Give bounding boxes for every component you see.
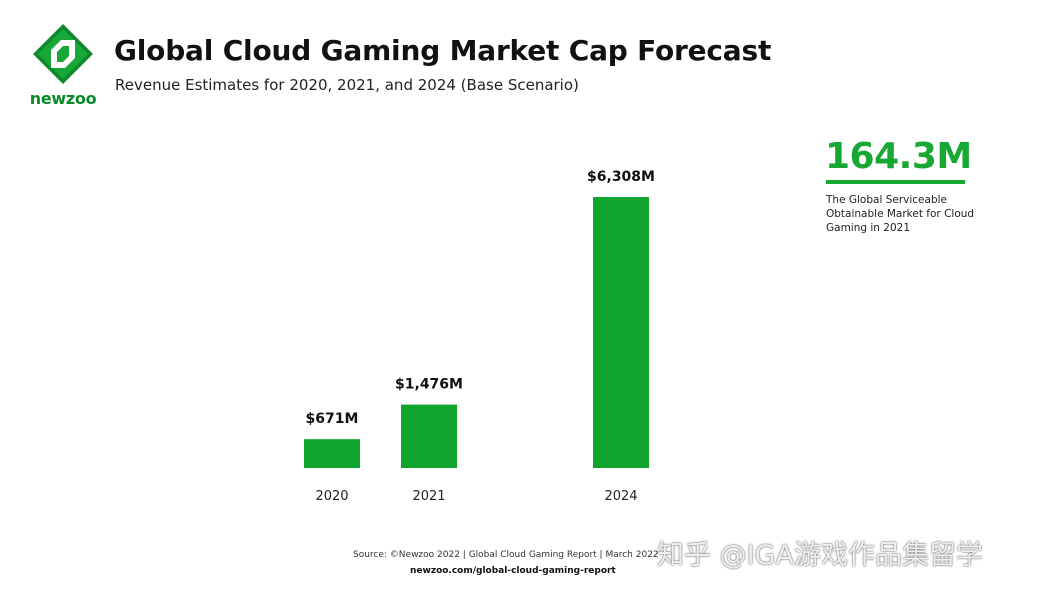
kpi-description: The Global Serviceable Obtainable Market… bbox=[826, 194, 975, 234]
x-tick-label-2020: 2020 bbox=[315, 489, 348, 504]
data-label-2020: $671M bbox=[306, 411, 359, 427]
kpi-underline bbox=[826, 180, 965, 184]
watermark: 知乎 @IGA游戏作品集留学 bbox=[657, 540, 983, 571]
data-label-2021: $1,476M bbox=[395, 377, 463, 393]
x-tick-label-2021: 2021 bbox=[412, 489, 445, 504]
source-note: Source: ©Newzoo 2022 | Global Cloud Gami… bbox=[353, 550, 659, 560]
chart-title: Global Cloud Gaming Market Cap Forecast bbox=[114, 34, 772, 67]
data-label-2024: $6,308M bbox=[587, 169, 655, 185]
bar-2021 bbox=[401, 404, 457, 468]
source-url: newzoo.com/global-cloud-gaming-report bbox=[410, 566, 616, 576]
chart-subtitle: Revenue Estimates for 2020, 2021, and 20… bbox=[115, 76, 579, 94]
bar-2024 bbox=[593, 197, 649, 468]
newzoo-logo-icon bbox=[33, 24, 93, 84]
newzoo-logo: newzoo bbox=[27, 22, 99, 110]
kpi-value: 164.3M bbox=[825, 136, 972, 177]
x-tick-label-2024: 2024 bbox=[604, 489, 637, 504]
bar-2020 bbox=[304, 439, 360, 468]
brand-name: newzoo bbox=[29, 89, 97, 108]
